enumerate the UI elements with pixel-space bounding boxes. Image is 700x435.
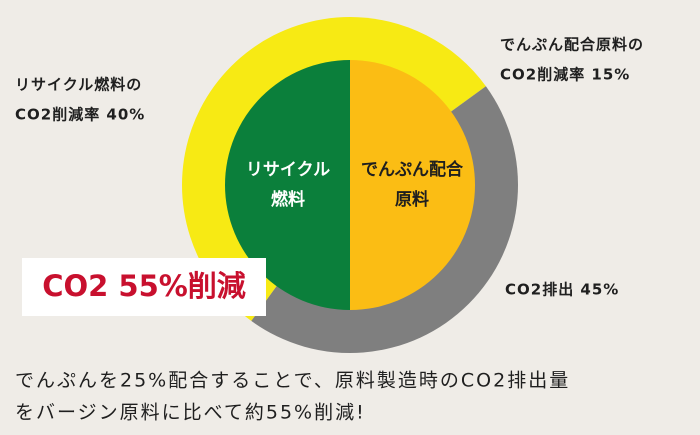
caption: でんぷんを25%配合することで、原料製造時のCO2排出量: [15, 370, 570, 392]
badge: CO2 55%削減: [42, 269, 246, 303]
outer-label: CO2排出 45%: [505, 281, 619, 299]
inner-label: でんぷん配合: [361, 159, 464, 180]
inner-label: リサイクル: [246, 160, 330, 180]
inner-label: 原料: [395, 189, 429, 210]
inner-slice: [350, 60, 475, 310]
outer-label: リサイクル燃料の: [15, 76, 142, 94]
inner-slice: [225, 60, 350, 310]
caption: をバージン原料に比べて約55%削減!: [15, 402, 366, 424]
badge-box: [22, 258, 266, 316]
outer-label: でんぷん配合原料の: [500, 36, 644, 54]
outer-label: CO2削減率 15%: [500, 66, 630, 84]
outer-label: CO2削減率 40%: [15, 106, 145, 124]
inner-label: 燃料: [271, 189, 305, 210]
